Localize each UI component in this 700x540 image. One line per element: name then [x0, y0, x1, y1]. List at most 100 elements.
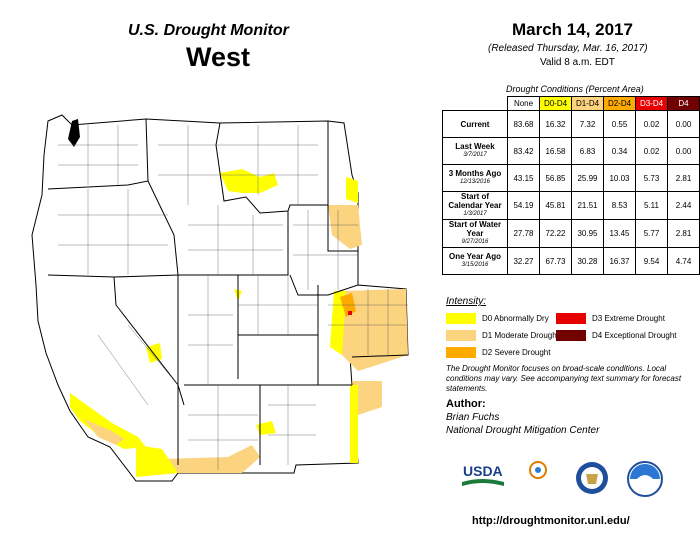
legend-label: D4 Exceptional Drought — [592, 331, 677, 340]
map-date: March 14, 2017 — [512, 20, 633, 39]
table-cell: 27.78 — [507, 219, 540, 248]
legend-item-d1: D1 Moderate Drought — [446, 330, 559, 341]
legend-swatch — [446, 313, 476, 324]
legend-title: Intensity: — [446, 296, 487, 307]
table-row: 3 Months Ago 12/13/2016 43.15 56.85 25.99… — [442, 164, 700, 192]
row-header: Start of Water Year 9/27/2016 — [442, 219, 508, 248]
disclaimer-note: The Drought Monitor focuses on broad-sca… — [446, 364, 682, 393]
table-cell: 56.85 — [539, 164, 572, 192]
table-cell: 0.55 — [603, 110, 636, 138]
d0-area-oklahoma — [350, 385, 358, 463]
d0-area-arizona — [136, 445, 178, 477]
table-cell: 43.15 — [507, 164, 540, 192]
release-date: (Released Thursday, Mar. 16, 2017) — [488, 43, 648, 54]
table-cell: 72.22 — [539, 219, 572, 248]
table-cell: 16.37 — [603, 247, 636, 275]
table-cell: 45.81 — [539, 191, 572, 220]
table-cell: 54.19 — [507, 191, 540, 220]
d1-area-california — [84, 419, 124, 445]
legend-swatch — [446, 330, 476, 341]
d0-area-kansas — [330, 291, 346, 355]
author-label: Author: — [446, 398, 486, 410]
col-header: D3-D4 — [635, 96, 668, 111]
table-cell: 4.74 — [667, 247, 700, 275]
table-header-row: None D0-D4 D1-D4 D2-D4 D3-D4 D4 — [443, 96, 700, 111]
legend-item-d0: D0 Abnormally Dry — [446, 313, 549, 324]
table-row: Start of Calendar Year 1/3/2017 54.19 45.… — [442, 191, 700, 220]
col-header: D4 — [667, 96, 700, 111]
table-cell: 30.28 — [571, 247, 604, 275]
table-cell: 0.00 — [667, 110, 700, 138]
table-cell: 9.54 — [635, 247, 668, 275]
table-cell: 8.53 — [603, 191, 636, 220]
legend-label: D1 Moderate Drought — [482, 331, 559, 340]
table-cell: 83.42 — [507, 137, 540, 165]
legend-item-d4: D4 Exceptional Drought — [556, 330, 677, 341]
row-header: Last Week 3/7/2017 — [442, 137, 508, 165]
row-header: One Year Ago 3/15/2016 — [442, 247, 508, 275]
row-header: Current — [442, 110, 508, 138]
table-cell: 32.27 — [507, 247, 540, 275]
region-title: West — [186, 42, 251, 72]
table-cell: 30.95 — [571, 219, 604, 248]
table-cell: 7.32 — [571, 110, 604, 138]
row-header: 3 Months Ago 12/13/2016 — [442, 164, 508, 192]
table-cell: 2.81 — [667, 219, 700, 248]
table-row: Last Week 3/7/2017 83.42 16.58 6.83 0.34 … — [442, 137, 700, 165]
author-name: Brian Fuchs — [446, 412, 500, 423]
table-row: Current 83.68 16.32 7.32 0.55 0.02 0.00 — [442, 110, 700, 138]
table-cell: 67.73 — [539, 247, 572, 275]
website-url[interactable]: http://droughtmonitor.unl.edu/ — [472, 515, 630, 527]
legend-label: D2 Severe Drought — [482, 348, 551, 357]
puget-sound — [68, 119, 80, 147]
row-header: Start of Calendar Year 1/3/2017 — [442, 191, 508, 220]
valid-time: Valid 8 a.m. EDT — [540, 57, 615, 68]
svg-text:USDA: USDA — [463, 463, 503, 479]
legend-item-d2: D2 Severe Drought — [446, 347, 550, 358]
table-corner — [443, 97, 508, 111]
table-cell: 10.03 — [603, 164, 636, 192]
col-header: D0-D4 — [539, 96, 572, 111]
col-header: None — [507, 96, 540, 111]
table-caption: Drought Conditions (Percent Area) — [506, 84, 644, 94]
table-cell: 0.34 — [603, 137, 636, 165]
table-cell: 6.83 — [571, 137, 604, 165]
table-row: One Year Ago 3/15/2016 32.27 67.73 30.28 … — [442, 247, 700, 275]
author-org: National Drought Mitigation Center — [446, 425, 600, 436]
table-cell: 0.02 — [635, 137, 668, 165]
col-header: D1-D4 — [571, 96, 604, 111]
table-cell: 16.58 — [539, 137, 572, 165]
d0-area-nevada — [146, 343, 162, 363]
legend-swatch — [556, 330, 586, 341]
d1-area-south-dakota — [328, 205, 362, 249]
d1-area-arizona — [162, 445, 260, 473]
usda-logo-icon: USDA — [462, 463, 504, 486]
d0-area-dakotas — [346, 177, 358, 203]
table-cell: 16.32 — [539, 110, 572, 138]
map-title: U.S. Drought Monitor — [128, 22, 289, 39]
ndmc-logo-icon — [529, 461, 547, 479]
legend-item-d3: D3 Extreme Drought — [556, 313, 665, 324]
legend-label: D3 Extreme Drought — [592, 314, 665, 323]
legend-label: D0 Abnormally Dry — [482, 314, 549, 323]
conditions-table: None D0-D4 D1-D4 D2-D4 D3-D4 D4 Current … — [442, 96, 700, 275]
legend-swatch — [556, 313, 586, 324]
noaa-logo-icon — [627, 461, 663, 497]
legend-swatch — [446, 347, 476, 358]
drought-map — [31, 114, 409, 482]
d0-area-new-mexico — [256, 421, 276, 435]
table-cell: 21.51 — [571, 191, 604, 220]
d0-area-california — [70, 393, 146, 449]
table-cell: 2.81 — [667, 164, 700, 192]
table-cell: 5.73 — [635, 164, 668, 192]
table-row: Start of Water Year 9/27/2016 27.78 72.22… — [442, 219, 700, 248]
table-cell: 2.44 — [667, 191, 700, 220]
col-header: D2-D4 — [603, 96, 636, 111]
commerce-logo-icon — [576, 462, 608, 494]
table-cell: 5.11 — [635, 191, 668, 220]
table-cell: 25.99 — [571, 164, 604, 192]
table-cell: 83.68 — [507, 110, 540, 138]
table-cell: 0.00 — [667, 137, 700, 165]
table-cell: 13.45 — [603, 219, 636, 248]
d3-area-kansas — [348, 311, 352, 315]
